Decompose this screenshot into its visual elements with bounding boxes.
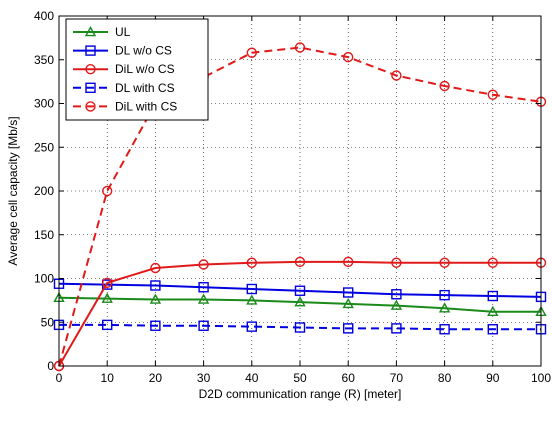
x-axis-label: D2D communication range (R) [meter] [199, 387, 402, 401]
y-tick-label: 100 [34, 272, 54, 286]
series-line [58, 296, 541, 313]
data-point [101, 277, 113, 289]
data-point [391, 70, 402, 81]
data-point [487, 305, 499, 317]
y-tick-label: 300 [34, 97, 54, 111]
x-tick-label: 20 [149, 371, 163, 385]
data-point [150, 320, 161, 331]
series-line [58, 282, 542, 298]
data-point [294, 256, 306, 268]
series-1 [53, 278, 547, 303]
data-point [391, 257, 402, 268]
y-tick-label: 50 [41, 315, 55, 329]
legend-label: DL w/o CS [115, 44, 172, 58]
data-point [294, 42, 306, 53]
data-point [438, 302, 451, 313]
data-point [246, 47, 258, 58]
y-tick-label: 350 [34, 53, 54, 67]
legend-item: DL with CS [73, 81, 175, 95]
data-point [294, 296, 306, 307]
x-tick-label: 90 [486, 371, 500, 385]
y-tick-label: 150 [34, 228, 54, 242]
y-tick-label: 200 [34, 184, 54, 198]
data-point [343, 256, 354, 268]
data-point [294, 285, 306, 296]
x-tick-label: 40 [245, 371, 259, 385]
y-axis-label: Average cell capacity [Mb/s] [6, 116, 20, 265]
data-point [246, 283, 258, 295]
x-tick-label: 60 [342, 371, 356, 385]
data-point [343, 287, 354, 298]
data-point [487, 290, 498, 302]
data-point [342, 297, 354, 309]
series-line [58, 46, 542, 367]
legend-marker [85, 82, 96, 94]
data-point [246, 294, 258, 305]
legend: UL DL w/o CS DiL w/o CS DL with CS DiL with … [65, 18, 209, 121]
legend-label: UL [115, 25, 131, 39]
data-point [439, 257, 450, 268]
data-point [391, 289, 402, 300]
data-point [198, 282, 209, 293]
data-point [390, 299, 403, 310]
y-tick-label: 0 [47, 359, 54, 373]
y-tick-label: 250 [34, 140, 54, 154]
legend-label: DL with CS [115, 81, 175, 95]
legend-marker [85, 63, 96, 75]
data-point [294, 322, 306, 333]
data-point [149, 293, 162, 304]
data-point [197, 293, 210, 304]
data-point [198, 259, 209, 270]
data-point [101, 319, 113, 331]
data-point [150, 280, 161, 291]
x-tick-label: 80 [438, 371, 452, 385]
series-line [59, 323, 541, 331]
axis-ticks: 0 10 20 30 40 50 60 70 80 90 100 0 50 100 150 200 250 300… [34, 9, 551, 385]
data-point [439, 80, 450, 92]
series-2 [53, 256, 547, 372]
x-tick-label: 50 [293, 371, 307, 385]
legend-item: DiL w/o CS [73, 62, 175, 76]
legend-item: DiL with CS [73, 99, 177, 113]
x-tick-label: 10 [101, 371, 115, 385]
data-point [439, 324, 450, 335]
data-point [101, 185, 113, 197]
data-point [198, 320, 209, 331]
data-point [391, 323, 402, 334]
data-point [246, 321, 258, 332]
x-tick-label: 30 [197, 371, 211, 385]
data-point [343, 323, 354, 334]
legend-marker [85, 45, 96, 56]
data-point [246, 257, 258, 268]
data-point [487, 89, 498, 100]
data-point [101, 292, 113, 303]
x-tick-label: 100 [531, 371, 551, 385]
x-tick-label: 70 [390, 371, 404, 385]
legend-label: DiL with CS [115, 99, 177, 113]
series-line [58, 260, 541, 367]
legend-marker [85, 101, 96, 112]
legend-item: UL [73, 25, 131, 39]
data-point [487, 324, 498, 335]
data-point [150, 262, 161, 274]
series-group [53, 42, 547, 372]
data-point [439, 289, 450, 301]
legend-marker [84, 26, 97, 37]
legend-label: DiL w/o CS [115, 62, 175, 76]
x-tick-label: 0 [56, 371, 63, 385]
y-tick-label: 400 [34, 9, 54, 23]
data-point [343, 51, 354, 63]
legend-item: DL w/o CS [73, 44, 172, 58]
data-point [487, 257, 498, 268]
